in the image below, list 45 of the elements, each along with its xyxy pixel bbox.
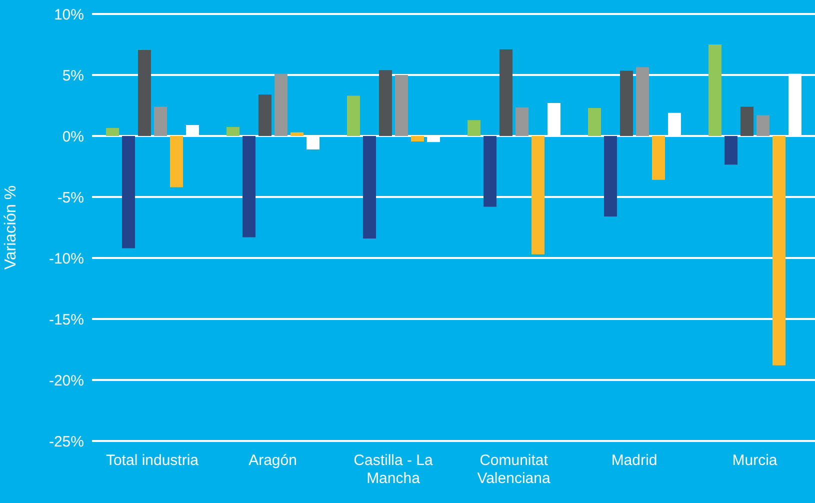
- bar: [532, 136, 544, 254]
- bar: [242, 136, 256, 238]
- y-tick-label: 0%: [62, 128, 84, 146]
- y-tick-label: -5%: [57, 189, 84, 206]
- bar: [772, 136, 786, 366]
- bar: [347, 96, 360, 136]
- bar: [274, 74, 288, 136]
- bar: [411, 136, 424, 142]
- y-tick-label: 10%: [54, 6, 84, 24]
- x-tick-label: Total industria: [106, 452, 200, 469]
- bar: [636, 67, 649, 136]
- y-tick-label: 5%: [62, 67, 84, 84]
- bar: [170, 136, 183, 188]
- y-tick-label: -25%: [48, 433, 84, 450]
- bar: [379, 70, 392, 136]
- bar: [395, 75, 408, 136]
- bar: [138, 50, 151, 136]
- x-tick-label: Murcia: [732, 452, 778, 469]
- bar: [122, 136, 135, 248]
- bar: [363, 136, 376, 238]
- bar: [290, 132, 304, 136]
- y-axis-title: Variación %: [2, 185, 20, 270]
- x-tick-label: Comunitat Valenciana: [477, 452, 551, 487]
- x-tick-label: Madrid: [611, 452, 658, 469]
- y-tick-label: -10%: [48, 250, 84, 268]
- bar: [516, 107, 528, 136]
- bar: [652, 136, 665, 180]
- bar: [708, 44, 722, 136]
- bar: [604, 136, 617, 217]
- x-tick-label: Aragón: [248, 452, 297, 469]
- bar: [724, 136, 738, 165]
- y-tick-label: -15%: [48, 311, 84, 328]
- bar: [588, 108, 601, 136]
- bar: [226, 126, 240, 136]
- bar: [154, 106, 167, 136]
- bar: [468, 120, 480, 136]
- y-tick-label: -20%: [48, 372, 84, 390]
- x-tick-label: Castilla - La Mancha: [354, 452, 434, 487]
- bar: [620, 70, 633, 136]
- bar: [106, 128, 119, 136]
- bar: [740, 106, 754, 136]
- bar: [500, 49, 512, 136]
- bar: [484, 136, 496, 207]
- bar: [258, 94, 272, 136]
- bar: [756, 115, 770, 136]
